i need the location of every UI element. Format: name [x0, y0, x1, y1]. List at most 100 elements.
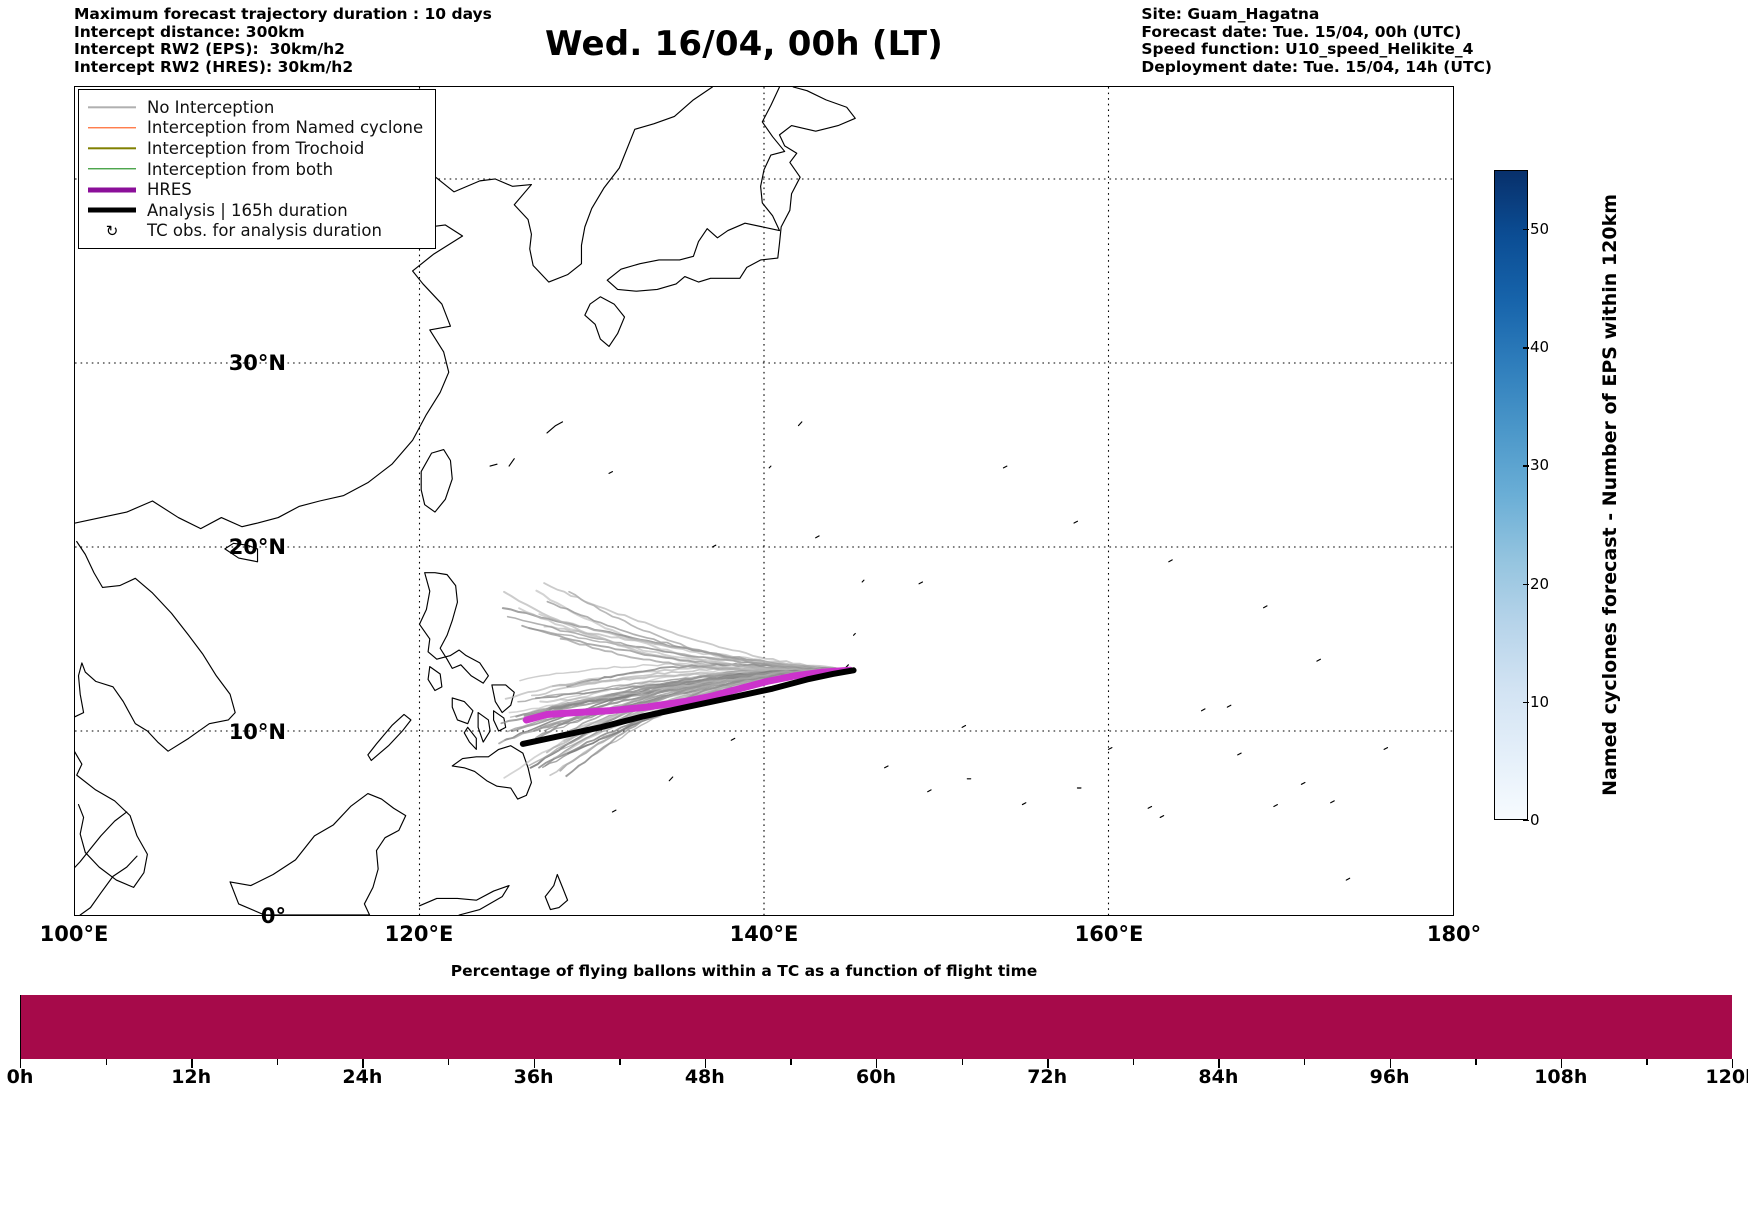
coastline-segment: [1226, 704, 1232, 708]
header-left-info: Maximum forecast trajectory duration : 1…: [74, 5, 492, 76]
coastline-segment: [852, 632, 856, 636]
flight-time-tick-mark: [876, 1059, 878, 1068]
header-left-line-0: Maximum forecast trajectory duration : 1…: [74, 5, 492, 23]
coastline-segment: [420, 448, 453, 513]
legend-item-5: Analysis | 165h duration: [88, 200, 423, 221]
legend-item-label: No Interception: [147, 97, 275, 117]
header-left-line-3: Intercept RW2 (HRES): 30km/h2: [74, 57, 354, 76]
coastline-segment: [489, 463, 498, 467]
coastline-segment: [546, 421, 564, 434]
coastline-segment: [427, 666, 443, 692]
latitude-tick-label: 20°N: [228, 535, 286, 560]
coastline-segment: [1147, 805, 1153, 809]
flight-time-tick-mark: [20, 1059, 22, 1068]
colorbar-tick-label: 20: [1522, 574, 1550, 593]
colorbar: [1494, 170, 1528, 820]
longitude-tick-label: 140°E: [729, 922, 799, 946]
legend-item-4: HRES: [88, 179, 423, 200]
legend-item-label: TC obs. for analysis duration: [147, 221, 382, 241]
latitude-tick-label: 30°N: [228, 350, 286, 375]
coastline-segment: [418, 884, 510, 915]
flight-time-tick-label: 60h: [856, 1066, 896, 1088]
flight-time-tick-mark: [362, 1059, 364, 1068]
legend-item-0: No Interception: [88, 97, 423, 118]
coastline-segment: [1263, 605, 1268, 609]
flight-time-tick-label: 108h: [1534, 1066, 1588, 1088]
flight-time-minor-tick: [961, 1059, 963, 1065]
flight-time-tick-mark: [704, 1059, 707, 1068]
coastline-segment: [1200, 708, 1206, 712]
legend-swatch-bar: [88, 127, 136, 129]
coastline-segment: [477, 712, 491, 743]
flight-time-tick-mark: [191, 1059, 193, 1068]
coastline-segment: [1168, 559, 1173, 563]
percentage-bar-track: [20, 995, 1732, 1059]
legend-swatch-bar: [88, 168, 136, 170]
coastline-segment: [1330, 800, 1335, 804]
coastline-segment: [229, 793, 407, 915]
flight-time-tick-mark: [1389, 1059, 1391, 1068]
percentage-bar-panel: [20, 995, 1732, 1059]
coastline-segment: [1002, 465, 1008, 469]
latitude-tick-label: 0°: [260, 904, 286, 928]
coastline-segment: [1237, 752, 1242, 756]
coastline-segment: [815, 535, 820, 539]
colorbar-tick-label: 50: [1522, 220, 1550, 239]
legend-line-swatch: [88, 121, 136, 135]
ensemble-trajectory: [545, 667, 855, 754]
flight-time-tick-mark: [1560, 1059, 1563, 1068]
flight-time-tick-label: 0h: [6, 1066, 34, 1088]
legend-swatch-bar: [88, 147, 136, 150]
coastline-segment: [918, 581, 924, 585]
flight-time-minor-tick: [1304, 1059, 1306, 1065]
flight-time-tick-mark: [1732, 1059, 1734, 1068]
colorbar-title: Named cyclones forecast - Number of EPS …: [1596, 170, 1624, 820]
ensemble-trajectory: [543, 582, 855, 671]
colorbar-tick-label: 10: [1522, 692, 1550, 711]
colorbar-gradient: [1494, 170, 1528, 820]
ensemble-trajectory: [538, 613, 855, 671]
coastline-segment: [224, 542, 259, 563]
header-right-line-1: Forecast date: Tue. 15/04, 00h (UTC): [1141, 22, 1462, 41]
latitude-tick-label: 10°N: [228, 719, 286, 744]
legend-line-swatch: [88, 100, 136, 114]
legend-line-swatch: [88, 162, 136, 176]
map-canvas: [75, 87, 1453, 915]
longitude-tick-label: 100°E: [39, 922, 109, 946]
coastline-segment: [451, 697, 474, 725]
coastline-segment: [1345, 877, 1351, 881]
legend-item-1: Interception from Named cyclone: [88, 118, 423, 139]
coastline-segment: [367, 713, 412, 762]
coastline-segment: [451, 745, 533, 800]
legend-item-2: Interception from Trochoid: [88, 138, 423, 159]
coastline-segment: [611, 809, 617, 813]
flight-time-tick-label: 36h: [513, 1066, 554, 1088]
colorbar-title-label: Named cyclones forecast - Number of EPS …: [1599, 194, 1621, 796]
coastline-segment: [1273, 803, 1278, 808]
coastline-segment: [1107, 747, 1113, 750]
coastline-segment: [79, 855, 138, 915]
coastline-segment: [1021, 802, 1027, 806]
coastline-segment: [668, 776, 674, 782]
legend-item-label: HRES: [147, 180, 192, 200]
legend-item-label: Interception from Trochoid: [147, 138, 365, 158]
coastline-segment: [508, 458, 515, 467]
coastline-segment: [544, 873, 569, 911]
legend-swatch-bar: [88, 207, 136, 213]
legend-line-swatch: [88, 183, 136, 197]
longitude-tick-label: 120°E: [384, 922, 454, 946]
legend-swatch-bar: [88, 187, 136, 193]
flight-time-minor-tick: [1132, 1059, 1135, 1065]
hres-trajectory: [522, 666, 854, 724]
colorbar-tick-label: 40: [1522, 338, 1550, 357]
coastline-segment: [608, 470, 613, 474]
legend-item-label: Analysis | 165h duration: [147, 200, 348, 220]
coastline-segment: [463, 726, 477, 750]
coastline-segment: [927, 789, 932, 793]
flight-time-tick-mark: [533, 1059, 535, 1068]
flight-time-tick-label: 48h: [684, 1066, 725, 1088]
flight-time-tick-mark: [1218, 1059, 1220, 1068]
coastline-segment: [493, 710, 507, 732]
legend-item-3: Interception from both: [88, 159, 423, 180]
coastline-segment: [75, 811, 128, 868]
